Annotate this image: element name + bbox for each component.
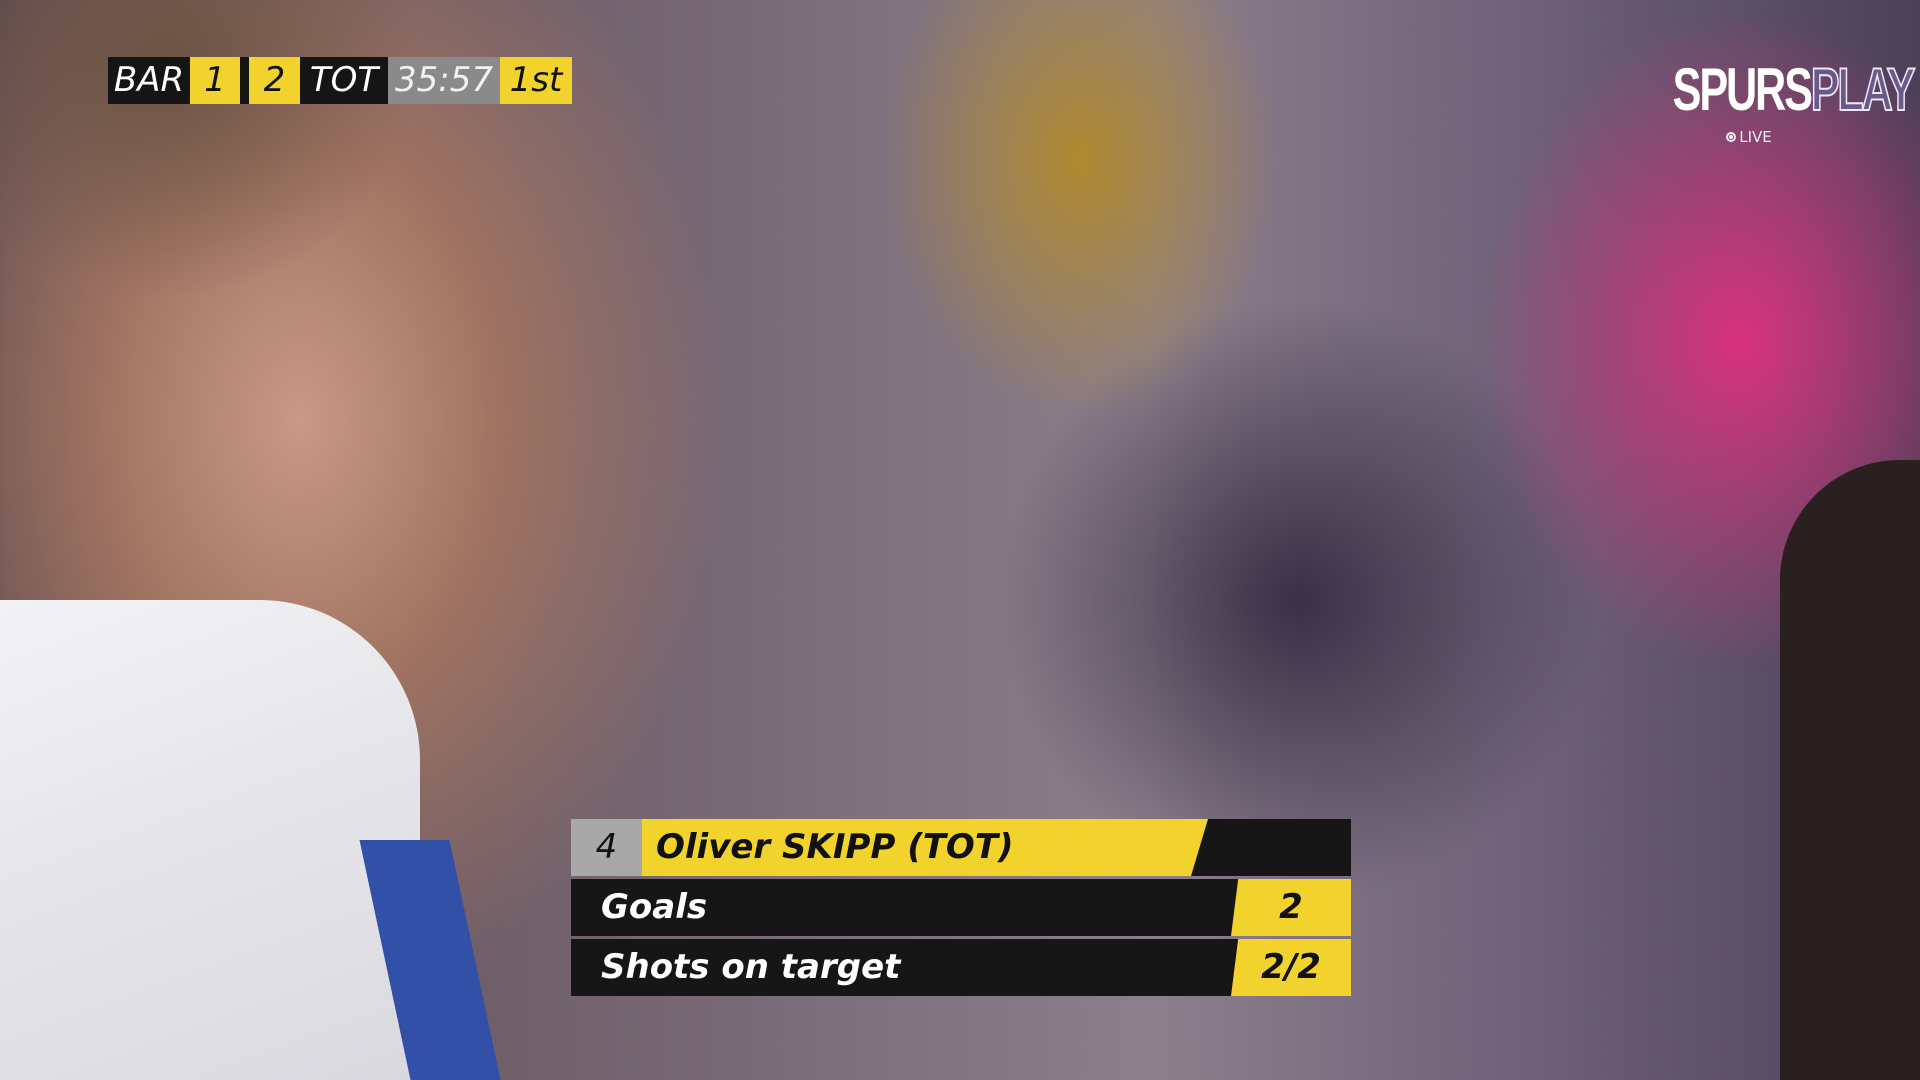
live-dot-icon	[1726, 132, 1737, 142]
stat-value: 2/2	[1231, 939, 1351, 996]
logo-spurs: SPURS	[1672, 56, 1813, 123]
player-stats-lower-third: 4 Oliver SKIPP (TOT) Goals 2 Shots on ta…	[571, 819, 1351, 999]
live-indicator: LIVE	[1643, 128, 1855, 146]
match-period: 1st	[500, 57, 572, 104]
home-score: 1	[190, 57, 240, 104]
stat-label: Goals	[601, 887, 708, 927]
live-label: LIVE	[1739, 128, 1772, 146]
away-score: 2	[249, 57, 300, 104]
score-divider	[240, 57, 249, 104]
video-background	[0, 0, 420, 300]
scoreboard: BAR 1 2 TOT 35:57 1st	[108, 57, 572, 104]
background-player	[1780, 460, 1920, 1080]
stat-value: 2	[1231, 879, 1351, 936]
stat-label: Shots on target	[601, 947, 901, 987]
stat-row: Goals 2	[571, 879, 1351, 936]
player-header-row: 4 Oliver SKIPP (TOT)	[571, 819, 1351, 876]
spursplay-logo: SPURSPLAY LIVE	[1643, 56, 1917, 147]
away-team: TOT	[300, 57, 388, 104]
logo-play: PLAY	[1810, 56, 1916, 123]
match-clock: 35:57	[388, 57, 500, 104]
shirt-number: 4	[571, 819, 642, 876]
player-shirt	[0, 600, 420, 1080]
stat-row: Shots on target 2/2	[571, 939, 1351, 996]
home-team: BAR	[108, 57, 190, 104]
player-name: Oliver SKIPP (TOT)	[642, 819, 1208, 876]
